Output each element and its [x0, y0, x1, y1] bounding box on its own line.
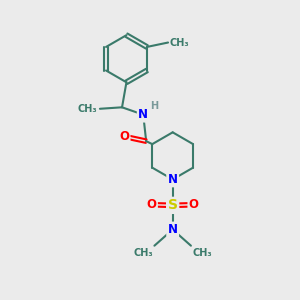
Text: H: H — [150, 101, 158, 111]
Text: O: O — [119, 130, 129, 143]
Text: CH₃: CH₃ — [78, 104, 98, 114]
Text: CH₃: CH₃ — [133, 248, 153, 258]
Text: O: O — [146, 198, 157, 211]
Text: O: O — [189, 198, 199, 211]
Text: S: S — [168, 198, 178, 212]
Text: CH₃: CH₃ — [192, 248, 212, 258]
Text: N: N — [168, 173, 178, 186]
Text: N: N — [138, 108, 148, 121]
Text: CH₃: CH₃ — [169, 38, 189, 47]
Text: N: N — [168, 223, 178, 236]
